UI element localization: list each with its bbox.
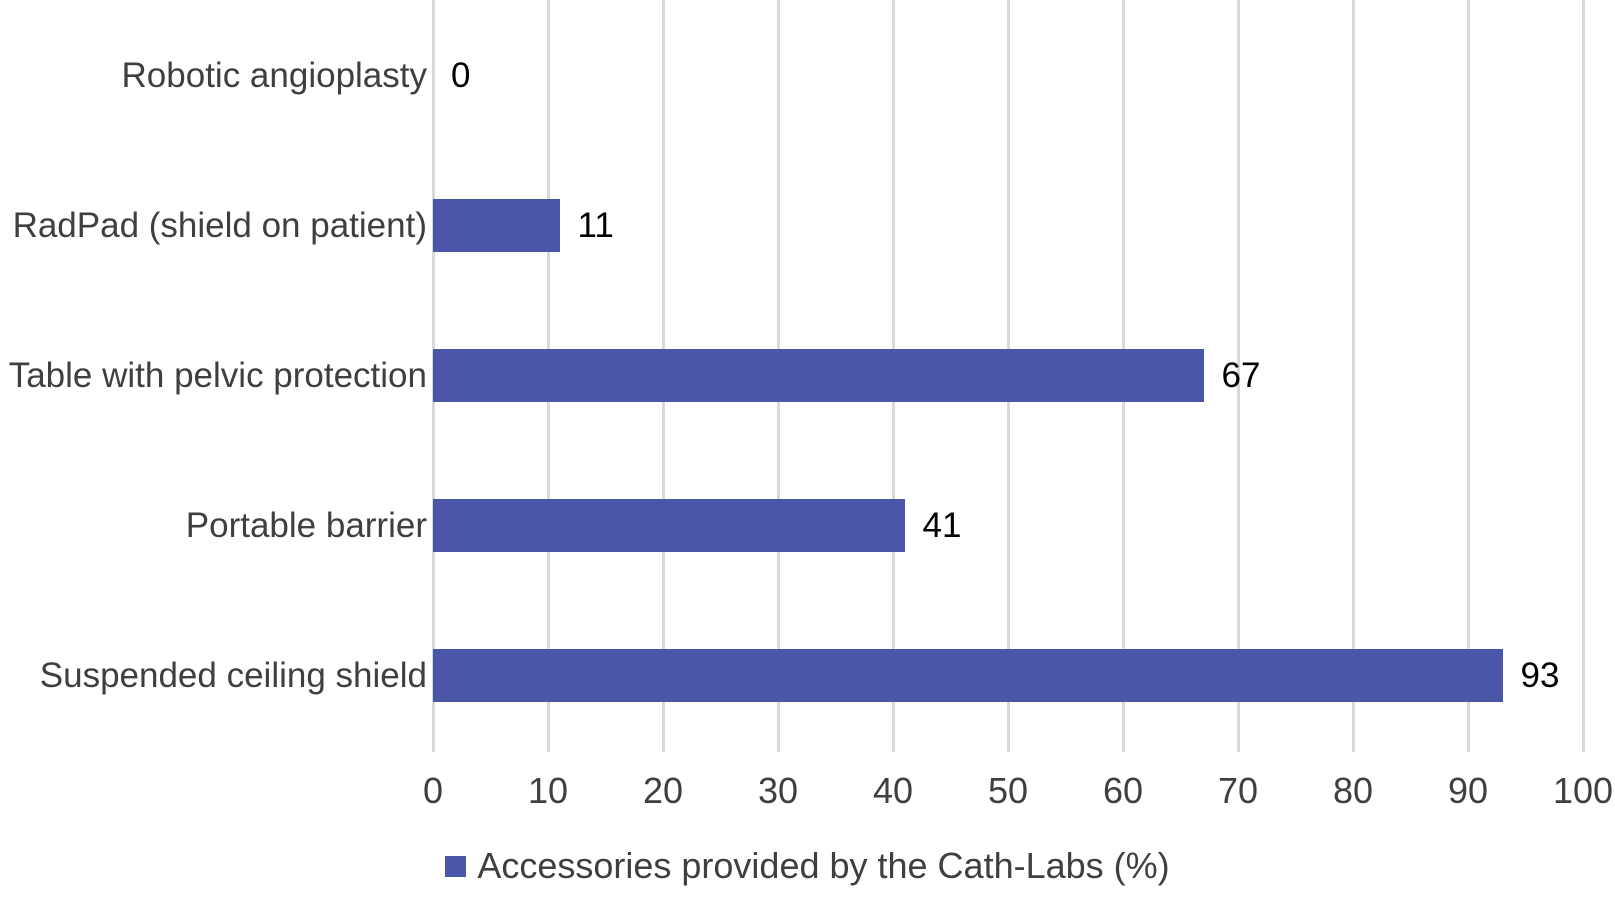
x-tick-label-90: 90 [1447,770,1489,811]
category-label: Portable barrier [185,505,427,545]
gridline-x-100 [1582,0,1585,752]
x-tick-label-40: 40 [872,770,914,811]
value-label: 0 [451,55,471,95]
x-tick-label-100: 100 [1552,770,1614,811]
bar [433,648,1503,702]
value-label: 67 [1221,355,1261,395]
bar [433,498,905,552]
category-label: Table with pelvic protection [8,355,427,395]
x-tick-label-60: 60 [1102,770,1144,811]
x-tick-label-70: 70 [1217,770,1259,811]
gridline-x-70 [1237,0,1240,752]
category-label: RadPad (shield on patient) [12,205,427,245]
gridline-x-90 [1467,0,1470,752]
x-tick-label-0: 0 [422,770,444,811]
category-label: Robotic angioplasty [121,55,427,95]
value-label: 93 [1520,655,1560,695]
legend-label: Accessories provided by the Cath-Labs (%… [477,845,1170,886]
bar [433,198,560,252]
legend-marker-square [445,855,467,877]
value-label: 41 [922,505,962,545]
x-tick-label-20: 20 [642,770,684,811]
category-label: Suspended ceiling shield [39,655,427,695]
gridline-x-80 [1352,0,1355,752]
x-tick-label-30: 30 [757,770,799,811]
bar [433,348,1204,402]
x-tick-label-50: 50 [987,770,1029,811]
x-tick-label-10: 10 [527,770,569,811]
value-label: 11 [577,205,614,245]
chart-legend: Accessories provided by the Cath-Labs (%… [0,845,1615,887]
x-tick-label-80: 80 [1332,770,1374,811]
